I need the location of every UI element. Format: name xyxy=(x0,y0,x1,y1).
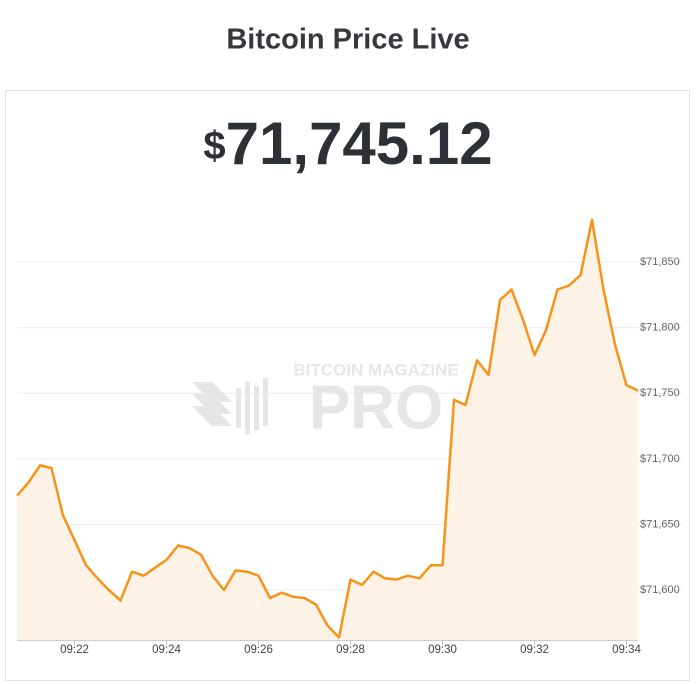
x-tick-label: 09:22 xyxy=(60,644,89,656)
watermark-logo xyxy=(192,378,268,434)
area xyxy=(17,219,638,640)
watermark: BITCOIN MAGAZINE PRO xyxy=(192,360,459,442)
y-tick-label: $71,600 xyxy=(640,584,680,596)
x-tick-label: 09:24 xyxy=(152,644,181,656)
price-currency: $ xyxy=(203,124,225,168)
x-tick-label: 09:26 xyxy=(244,644,273,656)
x-tick-label: 09:30 xyxy=(428,644,457,656)
line xyxy=(16,218,639,639)
y-tick-label: $71,700 xyxy=(640,453,680,465)
watermark-text: PRO xyxy=(309,373,443,442)
x-tick-label: 09:34 xyxy=(612,644,641,656)
y-tick-label: $71,850 xyxy=(640,256,680,268)
price: $71,745.12 xyxy=(203,110,492,177)
y-tick-label: $71,750 xyxy=(640,387,680,399)
y-tick-label: $71,800 xyxy=(640,321,680,333)
price-value: 71,745.12 xyxy=(226,110,493,177)
watermark-text: BITCOIN MAGAZINE xyxy=(293,360,458,379)
x-tick-label: 09:28 xyxy=(336,644,365,656)
chart-title: Bitcoin Price Live xyxy=(226,24,469,56)
x-tick-label: 09:32 xyxy=(520,644,549,656)
y-tick-label: $71,650 xyxy=(640,518,680,530)
